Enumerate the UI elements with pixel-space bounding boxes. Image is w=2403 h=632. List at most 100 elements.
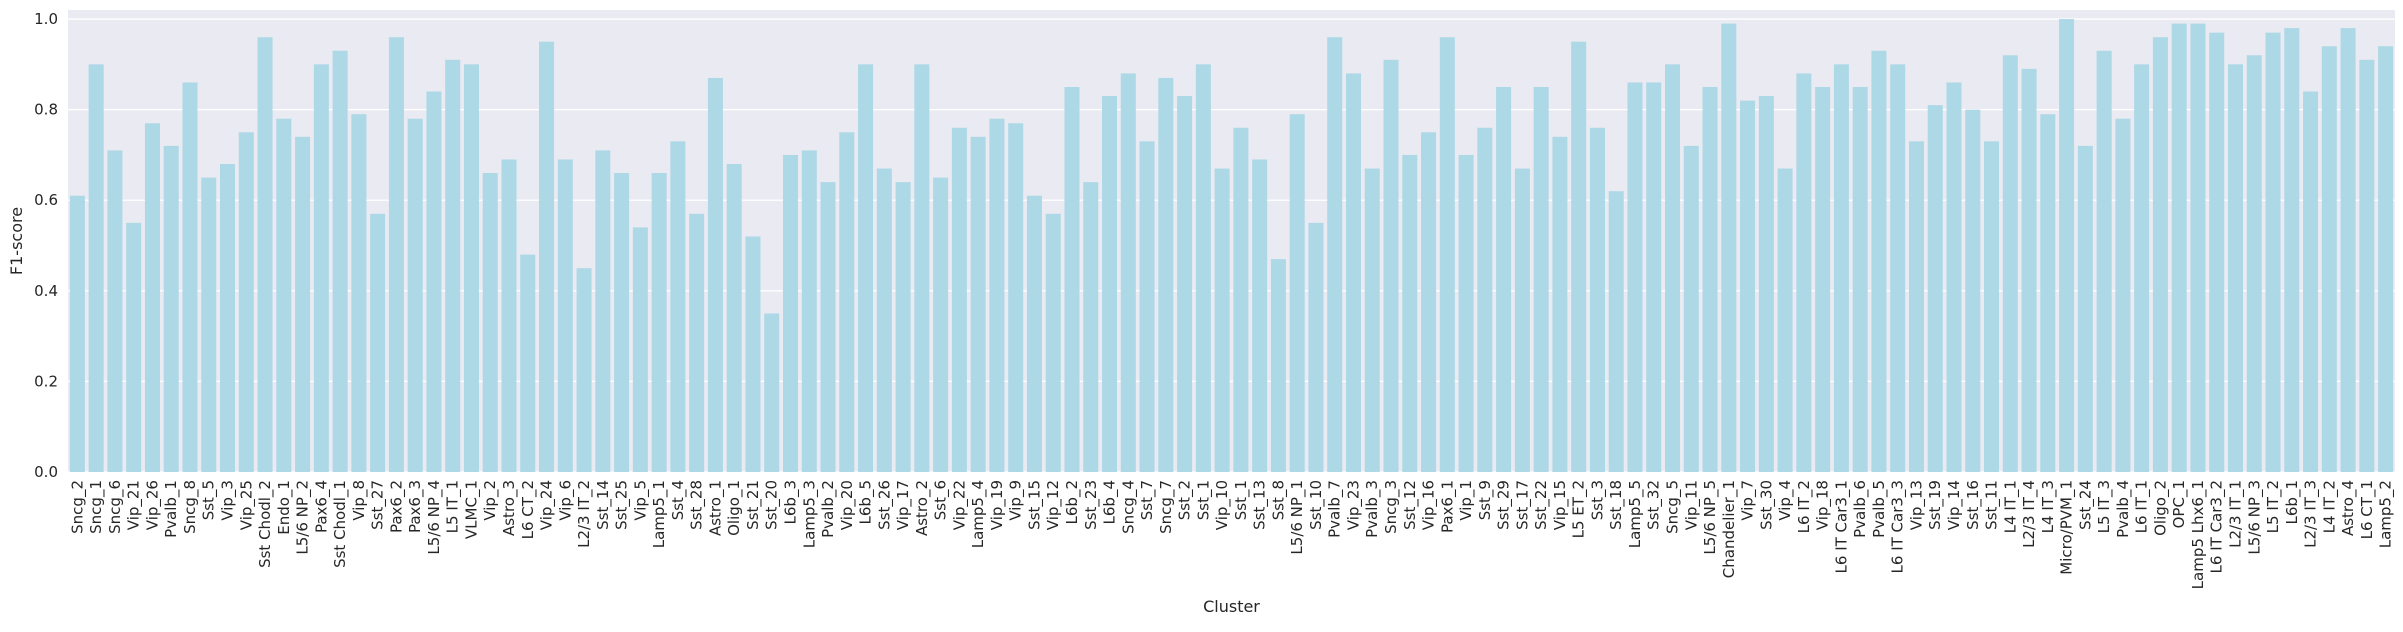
x-tick-label: Vip_23 bbox=[1344, 480, 1363, 530]
x-tick-label: Vip_9 bbox=[1007, 480, 1026, 521]
bar bbox=[914, 64, 930, 472]
x-tick-label: Astro_2 bbox=[913, 480, 932, 536]
bar bbox=[1439, 37, 1455, 473]
x-tick-label: L4 IT_3 bbox=[2039, 480, 2058, 533]
bar bbox=[1120, 73, 1136, 472]
x-tick-label: Sst_22 bbox=[1532, 480, 1551, 530]
bar bbox=[632, 227, 648, 472]
bar bbox=[1589, 127, 1605, 472]
bar bbox=[1308, 222, 1324, 472]
bar bbox=[1871, 50, 1887, 472]
x-tick-labels: Sncg_2 Sncg_1 Sncg_6 Vip_21 Vip_26 Pvalb_1 Snc… bbox=[68, 480, 2395, 589]
bar bbox=[557, 159, 573, 472]
x-tick-label: Sst_14 bbox=[594, 480, 613, 530]
bar bbox=[2059, 19, 2075, 473]
x-tick-label: L4 IT_1 bbox=[2001, 480, 2020, 533]
bar bbox=[126, 222, 142, 472]
bar bbox=[144, 123, 160, 473]
y-axis-label: F1-score bbox=[7, 207, 26, 275]
x-tick-label: Vip_2 bbox=[481, 480, 500, 521]
x-tick-label: Sst_24 bbox=[2076, 480, 2095, 530]
x-tick-label: Vip_4 bbox=[1776, 480, 1795, 521]
bar bbox=[1214, 168, 1230, 472]
x-tick-label: Sst_4 bbox=[669, 480, 688, 520]
bar bbox=[388, 37, 404, 473]
x-tick-label: Oligo_2 bbox=[2151, 480, 2170, 536]
bar bbox=[482, 173, 498, 472]
x-tick-label: Sst_16 bbox=[1964, 480, 1983, 530]
x-tick-label: Sst_19 bbox=[1926, 480, 1945, 530]
x-tick-label: Sst_1 bbox=[1232, 480, 1251, 520]
x-tick-label: Pax6_2 bbox=[387, 480, 406, 533]
bar bbox=[1946, 82, 1962, 472]
bar bbox=[1683, 145, 1699, 472]
x-tick-label: Sst_18 bbox=[1607, 480, 1626, 530]
bar bbox=[726, 164, 742, 472]
x-tick-label: Lamp5_5 bbox=[1626, 480, 1645, 548]
x-tick-label: L2/3 IT_2 bbox=[575, 480, 594, 548]
x-tick-label: Lamp5_2 bbox=[2377, 480, 2396, 548]
bar bbox=[370, 213, 386, 472]
x-tick-label: Pax6_4 bbox=[312, 480, 331, 533]
bar bbox=[332, 50, 348, 472]
bar bbox=[895, 182, 911, 472]
bar bbox=[1777, 168, 1793, 472]
x-tick-label: Sncg_5 bbox=[1664, 480, 1683, 534]
bar bbox=[2002, 55, 2018, 472]
x-tick-label: Sst Chodl_2 bbox=[256, 480, 275, 568]
bar bbox=[1496, 87, 1512, 472]
bar bbox=[1345, 73, 1361, 472]
x-tick-label: Vip_12 bbox=[1044, 480, 1063, 530]
bar bbox=[1195, 64, 1211, 472]
bar bbox=[107, 150, 123, 472]
bar bbox=[2040, 114, 2056, 473]
bar bbox=[970, 136, 986, 472]
bar bbox=[1045, 213, 1061, 472]
x-tick-label: Sst_15 bbox=[1025, 480, 1044, 530]
x-tick-label: Sst_27 bbox=[369, 480, 388, 530]
bar bbox=[2359, 59, 2375, 472]
bar bbox=[1927, 105, 1943, 473]
x-tick-label: Sncg_1 bbox=[87, 480, 106, 534]
bar bbox=[1721, 23, 1737, 473]
bar bbox=[951, 127, 967, 472]
x-tick-label: Vip_18 bbox=[1814, 480, 1833, 530]
bar bbox=[576, 268, 592, 472]
x-tick-label: Sst_26 bbox=[875, 480, 894, 530]
bar bbox=[1758, 96, 1774, 472]
bar bbox=[2340, 28, 2356, 473]
x-tick-label: L5 ET_2 bbox=[1570, 480, 1589, 538]
x-tick-label: Sncg_8 bbox=[181, 480, 200, 534]
bar bbox=[1533, 87, 1549, 472]
x-tick-label: Sst_28 bbox=[688, 480, 707, 530]
bar bbox=[295, 136, 311, 472]
x-tick-label: L2/3 IT_1 bbox=[2226, 480, 2245, 548]
x-tick-label: Vip_22 bbox=[950, 480, 969, 530]
x-tick-label: Sst_1 bbox=[1194, 480, 1213, 520]
x-tick-label: Pvalb_7 bbox=[1326, 480, 1345, 538]
bar bbox=[2077, 145, 2093, 472]
x-tick-label: Sst_8 bbox=[1269, 480, 1288, 520]
x-tick-label: L5/6 NP_2 bbox=[294, 480, 313, 555]
bar bbox=[1702, 87, 1718, 472]
bar bbox=[2209, 32, 2225, 473]
bar bbox=[1008, 123, 1024, 473]
bar bbox=[614, 173, 630, 472]
x-tick-label: L6b_4 bbox=[1101, 480, 1120, 524]
x-tick-label: Oligo_1 bbox=[725, 480, 744, 536]
x-tick-label: L5/6 NP_3 bbox=[2245, 480, 2264, 555]
x-tick-label: Micro/PVM_1 bbox=[2058, 480, 2077, 575]
x-tick-label: L6b_3 bbox=[781, 480, 800, 524]
bar bbox=[1514, 168, 1530, 472]
x-tick-label: Sst_32 bbox=[1645, 480, 1664, 530]
bar bbox=[1608, 191, 1624, 472]
x-tick-label: Sst_25 bbox=[613, 480, 632, 530]
x-tick-label: Sncg_3 bbox=[1382, 480, 1401, 534]
bar bbox=[1233, 127, 1249, 472]
bar bbox=[1270, 259, 1286, 472]
bar bbox=[238, 132, 254, 473]
bar bbox=[858, 64, 874, 472]
bar bbox=[1552, 136, 1568, 472]
x-tick-label: Vip_1 bbox=[1457, 480, 1476, 521]
x-tick-label: Sncg_4 bbox=[1119, 480, 1138, 534]
